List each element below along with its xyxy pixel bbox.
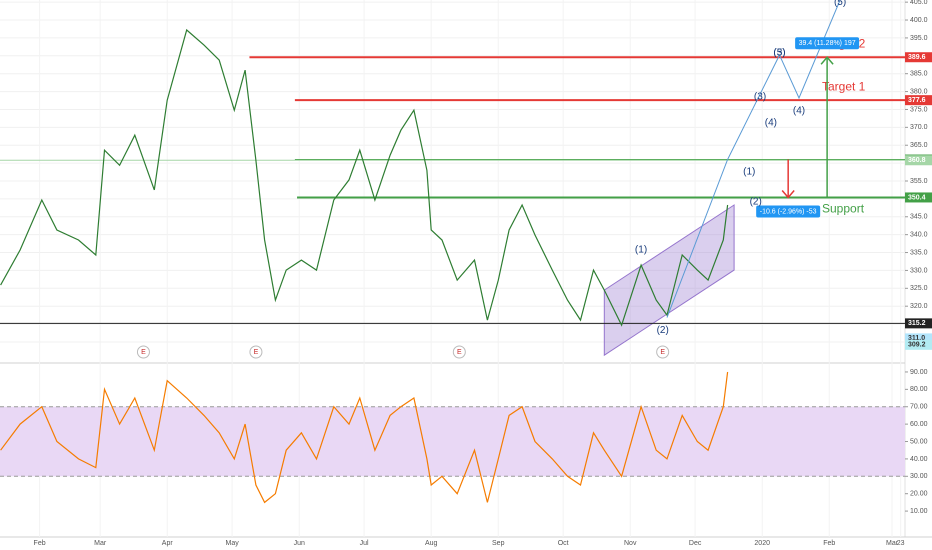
- level-tag: [905, 52, 932, 63]
- x-tick-label: Aug: [425, 540, 438, 547]
- event-label: E: [660, 349, 665, 356]
- level-label: Target 1: [822, 79, 866, 93]
- y-tick-label: 50.00: [910, 438, 928, 445]
- event-label: E: [457, 349, 462, 356]
- x-tick-label: Apr: [162, 540, 174, 547]
- wave-label: (1): [635, 245, 647, 256]
- level-tag: [905, 155, 932, 166]
- y-tick-label: 380.0: [910, 88, 928, 95]
- y-tick-label: 395.0: [910, 35, 928, 42]
- level-tag-label: 360.8: [908, 157, 926, 164]
- wave-label: (2): [750, 197, 762, 208]
- level-tag-label: 377.6: [908, 97, 926, 104]
- y-tick-label: 335.0: [910, 249, 928, 256]
- wave-label: (3): [773, 48, 785, 59]
- measure-label: 39.4 (11.28%) 197: [799, 40, 856, 47]
- level-tag: [905, 318, 932, 329]
- level-tag-label: 309.2: [908, 342, 926, 349]
- y-tick-label: 90.00: [910, 369, 928, 376]
- y-tick-label: 340.0: [910, 231, 928, 238]
- x-tick-label: Mar: [886, 540, 899, 547]
- wave-label: (2): [657, 325, 669, 336]
- y-tick-label: 80.00: [910, 386, 928, 393]
- projection: [666, 0, 841, 318]
- event-marker: [656, 345, 670, 359]
- y-tick-label: 375.0: [910, 106, 928, 113]
- wave-label: (4): [765, 118, 777, 129]
- y-tick-label: 30.00: [910, 473, 928, 480]
- x-tick-label: Dec: [689, 540, 702, 547]
- event-label: E: [141, 349, 146, 356]
- level-label: Support: [822, 202, 865, 216]
- wave-label: (5): [834, 0, 846, 8]
- level-tag-label: 389.6: [908, 54, 926, 61]
- x-tick-label: Jun: [294, 540, 305, 547]
- event-label: E: [254, 349, 259, 356]
- event-marker: [452, 345, 466, 359]
- event-marker: [136, 345, 150, 359]
- measure-box: [756, 205, 821, 218]
- y-tick-label: 70.00: [910, 404, 928, 411]
- y-tick-label: 330.0: [910, 267, 928, 274]
- y-tick-label: 325.0: [910, 285, 928, 292]
- level-tag: [905, 95, 932, 106]
- x-tick-label: Jul: [360, 540, 369, 547]
- price-line: [0, 371, 729, 504]
- x-tick-label: Feb: [34, 540, 46, 547]
- x-tick-label: Sep: [492, 540, 505, 547]
- y-tick-label: 365.0: [910, 142, 928, 149]
- event-marker: [249, 345, 263, 359]
- y-tick-label: 60.00: [910, 421, 928, 428]
- wave-label: (5): [773, 48, 785, 59]
- x-tick-label: Nov: [624, 540, 637, 547]
- y-tick-label: 400.0: [910, 17, 928, 24]
- y-tick-label: 20.00: [910, 491, 928, 498]
- x-tick-label: Feb: [823, 540, 835, 547]
- y-tick-label: 355.0: [910, 178, 928, 185]
- wave-label: (4): [793, 106, 805, 117]
- y-tick-label: 320.0: [910, 303, 928, 310]
- y-tick-label: 345.0: [910, 214, 928, 221]
- x-tick-label: Mar: [94, 540, 107, 547]
- y-tick-label: 40.00: [910, 456, 928, 463]
- level-tag-label: 311.0: [908, 335, 925, 342]
- rsi-band: [0, 406, 905, 477]
- x-tick-label: May: [226, 540, 240, 547]
- wave-label: (3): [754, 92, 766, 103]
- wave-label: (1): [743, 167, 755, 178]
- x-tick-label: Oct: [558, 540, 569, 547]
- channel: [603, 204, 735, 357]
- level-tag-label: 315.2: [908, 320, 926, 327]
- x-tick-label: 2020: [754, 540, 770, 547]
- level-tag-label: 350.4: [908, 194, 926, 201]
- level-tag: [905, 333, 932, 344]
- arrow-head: [820, 56, 834, 65]
- y-tick-label: 370.0: [910, 124, 928, 131]
- y-tick-label: 405.0: [910, 0, 928, 6]
- arrow-head: [781, 189, 795, 199]
- price-line: [0, 28, 729, 327]
- y-tick-label: 385.0: [910, 71, 928, 78]
- level-tag: [905, 339, 932, 350]
- level-tag: [905, 192, 932, 203]
- measure-box: [795, 37, 860, 50]
- x-tick-label: 23: [897, 540, 905, 547]
- measure-label: -10.6 (-2.96%) -53: [760, 208, 817, 215]
- y-tick-label: 10.00: [910, 508, 928, 515]
